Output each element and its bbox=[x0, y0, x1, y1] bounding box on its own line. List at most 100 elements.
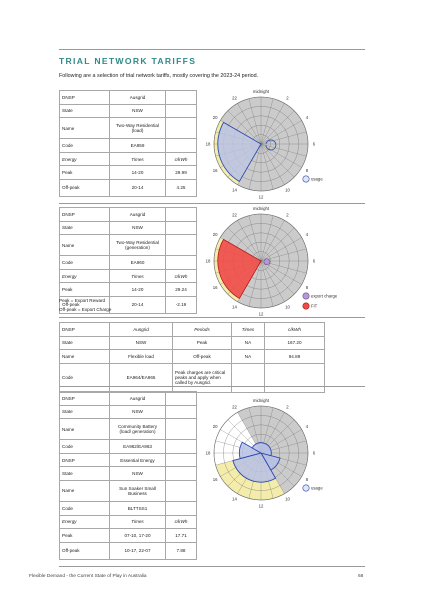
table-cell bbox=[231, 362, 265, 393]
grid-spoke bbox=[260, 143, 307, 157]
hour-label: 14 bbox=[232, 187, 237, 192]
hour-label: 8 bbox=[306, 477, 309, 482]
bottom-rule bbox=[59, 566, 365, 567]
table-row: State NSW bbox=[59, 466, 197, 481]
table-cell: Ausgrid bbox=[109, 391, 166, 406]
table-row: State NSW Peak NA 167.20 bbox=[59, 335, 325, 351]
hour-label: 4 bbox=[306, 115, 309, 120]
grid-spoke bbox=[260, 227, 295, 262]
hour-label: 20 bbox=[213, 424, 218, 429]
table-row: Code EA964/EA965 Peak charges are critic… bbox=[59, 362, 325, 393]
tariff-table-community-battery: DNSP Ausgrid State NSW Name Community Battery… bbox=[59, 391, 197, 560]
legend-marker bbox=[302, 292, 310, 300]
grid-spoke bbox=[260, 143, 302, 168]
grid-spoke bbox=[260, 143, 295, 178]
table-row: Energy Times c/kWh bbox=[59, 514, 197, 530]
table-cell: 10-17, 22-07 bbox=[109, 541, 166, 560]
tariff-table-ea960: DNSP Ausgrid State NSW Name Two-Way Residenti… bbox=[59, 207, 197, 314]
table-cell: Two-Way Residential (generation) bbox=[109, 234, 166, 257]
table-cell bbox=[165, 138, 197, 153]
table-cell bbox=[165, 418, 197, 441]
table-row: State NSW bbox=[59, 103, 197, 119]
page-number: 68 bbox=[358, 574, 364, 579]
table-cell: State bbox=[59, 220, 110, 236]
table-cell: 14-20 bbox=[109, 165, 166, 180]
grid-spoke bbox=[237, 103, 262, 145]
table-cell: Times bbox=[109, 514, 166, 530]
usage-shape bbox=[265, 139, 277, 151]
table-cell bbox=[165, 452, 197, 468]
table-cell: NSW bbox=[109, 466, 166, 481]
table-row: Peak 14-20 29.99 bbox=[59, 165, 197, 180]
grid-spoke bbox=[260, 260, 274, 307]
table-cell: 17.71 bbox=[165, 528, 197, 543]
grid-spoke bbox=[260, 237, 302, 262]
table-cell: c/kWh bbox=[165, 514, 197, 530]
midnight-label: midnight bbox=[253, 206, 270, 211]
table-cell: Code bbox=[59, 362, 110, 393]
table-cell bbox=[165, 479, 197, 502]
grid-spoke bbox=[260, 120, 302, 145]
table-row: Name Sun Soaker Small Business bbox=[59, 479, 197, 502]
table-row: Name Two-Way Residential (load) bbox=[59, 117, 197, 140]
table-row: DNSP Ausgrid bbox=[59, 391, 197, 406]
hour-label: 16 bbox=[213, 168, 218, 173]
table-cell: Energy bbox=[59, 514, 110, 530]
hour-label: 16 bbox=[213, 477, 218, 482]
table-row: DNSP Essential Energy bbox=[59, 452, 197, 468]
table-cell bbox=[165, 207, 197, 222]
hour-label: 6 bbox=[313, 451, 316, 456]
table-cell: EA959 bbox=[109, 138, 166, 153]
hour-label: 10 bbox=[285, 496, 290, 501]
table-cell: NA bbox=[231, 335, 265, 351]
table-cell: Name bbox=[59, 349, 110, 364]
table-cell: Name bbox=[59, 418, 110, 441]
legend-label: export charge bbox=[311, 294, 338, 299]
table-cell bbox=[165, 220, 197, 236]
table-cell: Code bbox=[59, 439, 110, 454]
table-cell bbox=[165, 391, 197, 406]
table-row: Code EA959 bbox=[59, 138, 197, 153]
table-cell: 20-14 bbox=[109, 295, 166, 314]
table-cell: 29.99 bbox=[165, 165, 197, 180]
rule-2 bbox=[59, 203, 365, 204]
table-cell: EA964/EA965 bbox=[109, 362, 173, 393]
midnight-label: midnight bbox=[253, 398, 270, 403]
table-cell: 94.89 bbox=[264, 349, 325, 364]
code-note: Peak charges are critical peaks and appl… bbox=[172, 362, 232, 393]
table-cell: DNSP bbox=[59, 90, 110, 105]
table-cell: DNSP bbox=[59, 207, 110, 222]
usage-shape bbox=[217, 238, 262, 299]
table-row: Off-peak 20-14 -2.19 bbox=[59, 295, 197, 314]
table-cell: NSW bbox=[109, 335, 173, 351]
table-row: Name Two-Way Residential (generation) bbox=[59, 234, 197, 257]
grid-spoke bbox=[260, 220, 285, 262]
hour-label: 2 bbox=[286, 405, 289, 410]
usage-shape bbox=[238, 441, 263, 460]
table-cell bbox=[165, 404, 197, 420]
table-cell: State bbox=[59, 103, 110, 119]
grid-spoke bbox=[260, 143, 274, 190]
grid-spoke bbox=[248, 98, 262, 145]
hour-label: 12 bbox=[259, 504, 264, 509]
outer-ring bbox=[213, 213, 309, 309]
grid-spoke bbox=[248, 215, 262, 262]
grid-spoke bbox=[248, 143, 262, 190]
table-cell: Ausgrid bbox=[109, 322, 173, 337]
table-cell: c/kWh bbox=[165, 268, 197, 284]
note-offpeak: Off-peak = Export Charge bbox=[59, 307, 112, 312]
table-row: Name Community Battery (load/ generation) bbox=[59, 418, 197, 441]
hour-label: 22 bbox=[232, 96, 237, 101]
hour-label: 22 bbox=[232, 405, 237, 410]
hour-label: 6 bbox=[313, 259, 316, 264]
table-cell: Code bbox=[59, 138, 110, 153]
hour-label: 10 bbox=[285, 304, 290, 309]
export-notes: Peak = Export Reward Off-peak = Export C… bbox=[59, 296, 111, 314]
rule-4 bbox=[59, 386, 365, 387]
table-cell: Ausgrid bbox=[109, 90, 166, 105]
grid-spoke bbox=[260, 260, 285, 302]
table-row: Code EA960 bbox=[59, 255, 197, 270]
